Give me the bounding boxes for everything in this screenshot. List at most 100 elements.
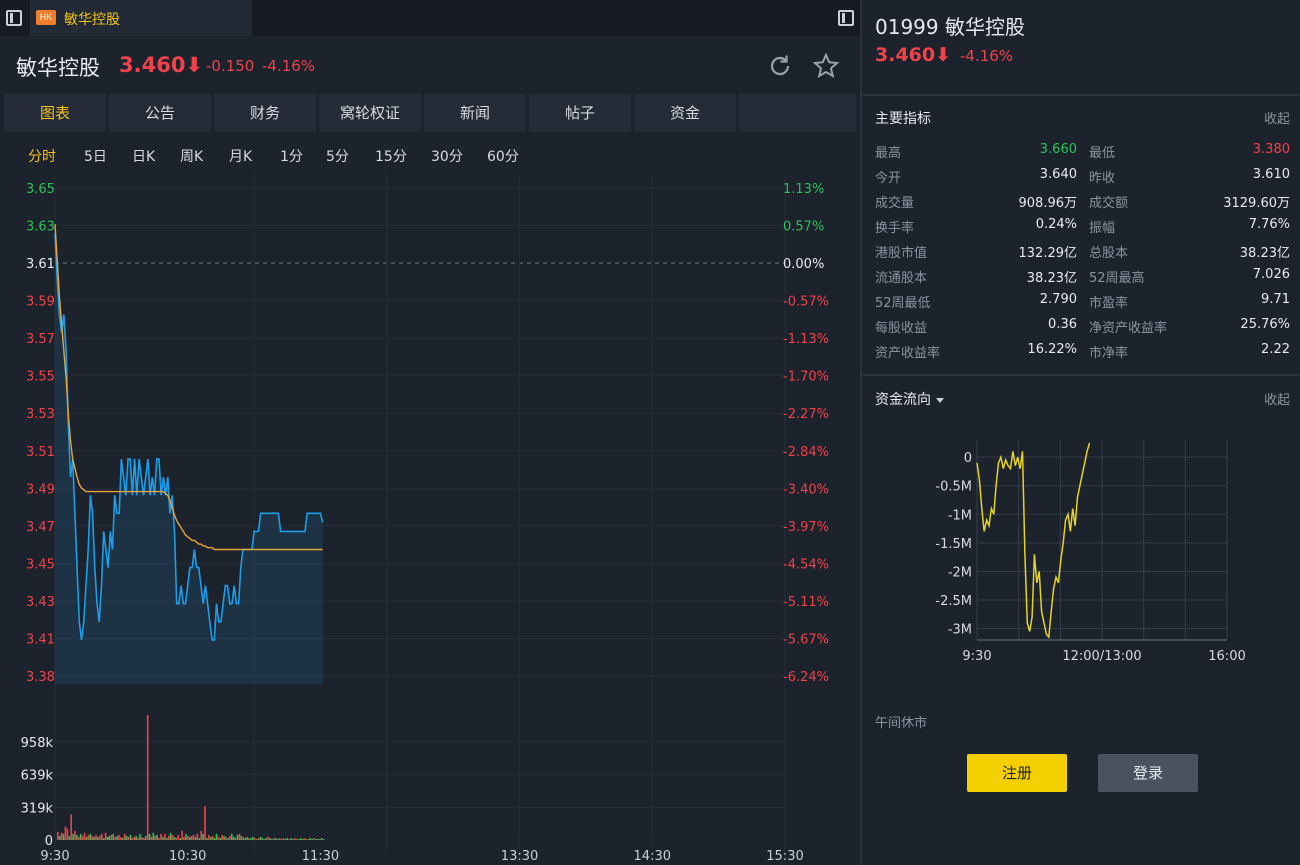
left-panel-toggle-icon[interactable] xyxy=(6,10,22,26)
y-tick-percent: -4.54% xyxy=(783,557,829,572)
volume-bar xyxy=(135,835,137,840)
indicator-value: 2.22 xyxy=(1261,342,1290,357)
stock-code-title: 01999 敏华控股 xyxy=(875,15,1025,39)
refresh-icon[interactable] xyxy=(766,52,794,80)
x-tick-label: 9:30 xyxy=(40,849,69,864)
volume-tick: 958k xyxy=(21,736,54,751)
volume-bar xyxy=(154,835,157,840)
volume-bar xyxy=(169,832,172,840)
register-button[interactable]: 注册 xyxy=(967,754,1067,792)
tab-stock[interactable]: HK 敏华控股 xyxy=(30,0,252,36)
volume-bar xyxy=(259,836,262,840)
quote-panel: HK 敏华控股 敏华控股 3.460⬇ -0.150 -4.16% 图表 公告 … xyxy=(0,0,860,865)
indicators-collapse-link[interactable]: 收起 xyxy=(1263,112,1290,127)
x-tick-label: 10:30 xyxy=(169,849,206,864)
volume-bar xyxy=(309,838,311,840)
indicator-label: 港股市值 xyxy=(875,246,928,261)
period-intraday[interactable]: 分时 xyxy=(28,149,56,165)
tab-financials[interactable]: 财务 xyxy=(214,94,316,132)
volume-bar xyxy=(120,836,122,840)
volume-bar xyxy=(320,838,323,840)
volume-bar xyxy=(123,833,126,840)
x-tick-label: 11:30 xyxy=(302,849,339,864)
indicator-label: 市盈率 xyxy=(1089,296,1129,311)
stock-price: 3.460⬇ xyxy=(119,53,204,77)
flow-collapse-link[interactable]: 收起 xyxy=(1263,393,1290,408)
volume-bar xyxy=(166,838,168,840)
period-30min[interactable]: 30分 xyxy=(431,149,463,165)
volume-bar xyxy=(273,838,275,840)
tab-warrants[interactable]: 窝轮权证 xyxy=(319,94,421,132)
volume-bar xyxy=(278,838,281,840)
y-tick-price: 3.61 xyxy=(26,257,55,272)
volume-bar xyxy=(311,839,313,840)
login-button[interactable]: 登录 xyxy=(1098,754,1198,792)
stock-header: 敏华控股 3.460⬇ -0.150 -4.16% xyxy=(0,40,860,92)
volume-bar xyxy=(294,838,296,840)
period-5day[interactable]: 5日 xyxy=(84,149,107,165)
indicators-title: 主要指标 xyxy=(875,111,931,127)
indicator-value: 7.026 xyxy=(1252,267,1290,282)
flow-x-tick: 12:00/13:00 xyxy=(1062,649,1141,664)
volume-bar xyxy=(187,835,189,840)
volume-bar xyxy=(66,828,69,840)
tab-announcements[interactable]: 公告 xyxy=(109,94,211,132)
period-monthly[interactable]: 月K xyxy=(229,149,253,165)
period-1min[interactable]: 1分 xyxy=(280,149,303,165)
y-tick-percent: 0.00% xyxy=(783,257,824,272)
volume-bar xyxy=(177,834,179,840)
tab-chart[interactable]: 图表 xyxy=(4,94,106,132)
right-panel-toggle-icon[interactable] xyxy=(838,10,854,26)
volume-bar xyxy=(175,838,178,840)
volume-bar xyxy=(183,836,185,840)
capital-flow-dropdown[interactable]: 资金流向 xyxy=(875,389,944,409)
period-60min[interactable]: 60分 xyxy=(487,149,519,165)
indicator-value: 7.76% xyxy=(1248,217,1290,232)
volume-bar xyxy=(229,835,231,840)
market-status-text: 午间休市 xyxy=(875,716,928,731)
indicator-value: 25.76% xyxy=(1240,317,1290,332)
y-tick-percent: -1.13% xyxy=(783,332,829,347)
volume-bar xyxy=(227,838,229,840)
indicator-label: 市净率 xyxy=(1089,346,1129,361)
volume-bar xyxy=(236,834,239,840)
y-tick-price: 3.38 xyxy=(26,670,55,685)
period-weekly[interactable]: 周K xyxy=(180,149,204,165)
indicator-label: 净资产收益率 xyxy=(1089,321,1168,336)
volume-bar xyxy=(269,838,271,840)
period-15min[interactable]: 15分 xyxy=(375,149,407,165)
volume-bar xyxy=(246,836,248,840)
price-area xyxy=(55,233,323,684)
right-change-percent: -4.16% xyxy=(960,47,1014,65)
capital-flow-title: 资金流向 xyxy=(875,392,931,408)
info-panel: 01999 敏华控股 3.460⬇ -4.16% 主要指标 收起 最高 3.660… xyxy=(860,0,1300,865)
volume-bar xyxy=(122,838,124,840)
indicator-label: 52周最低 xyxy=(875,296,931,311)
volume-bar xyxy=(196,833,199,840)
volume-bar xyxy=(238,833,241,840)
indicator-label: 每股收益 xyxy=(875,321,928,336)
tab-capital[interactable]: 资金 xyxy=(634,94,736,132)
volume-bar xyxy=(93,836,95,840)
intraday-chart[interactable]: 3.65 1.13% 3.63 0.57% 3.61 0.00% 3.59 -0.57% 3.5… xyxy=(0,172,860,865)
volume-bar xyxy=(198,838,201,840)
period-5min[interactable]: 5分 xyxy=(326,149,349,165)
favorite-star-icon[interactable] xyxy=(812,52,840,80)
volume-bar xyxy=(70,814,72,840)
volume-bar xyxy=(143,838,145,840)
tab-news[interactable]: 新闻 xyxy=(424,94,526,132)
volume-bar xyxy=(280,839,283,840)
volume-bar xyxy=(208,834,210,840)
volume-bar xyxy=(179,838,181,840)
indicator-label: 最高 xyxy=(875,146,902,161)
volume-bar xyxy=(284,839,287,840)
volume-bar xyxy=(133,836,136,840)
y-tick-price: 3.47 xyxy=(26,520,55,535)
volume-bar xyxy=(141,836,143,840)
indicator-value: 132.29亿 xyxy=(1018,246,1078,261)
x-tick-label: 13:30 xyxy=(501,849,538,864)
volume-bar xyxy=(288,839,290,840)
tab-posts[interactable]: 帖子 xyxy=(529,94,631,132)
period-daily[interactable]: 日K xyxy=(132,149,156,165)
volume-bar xyxy=(58,835,61,840)
